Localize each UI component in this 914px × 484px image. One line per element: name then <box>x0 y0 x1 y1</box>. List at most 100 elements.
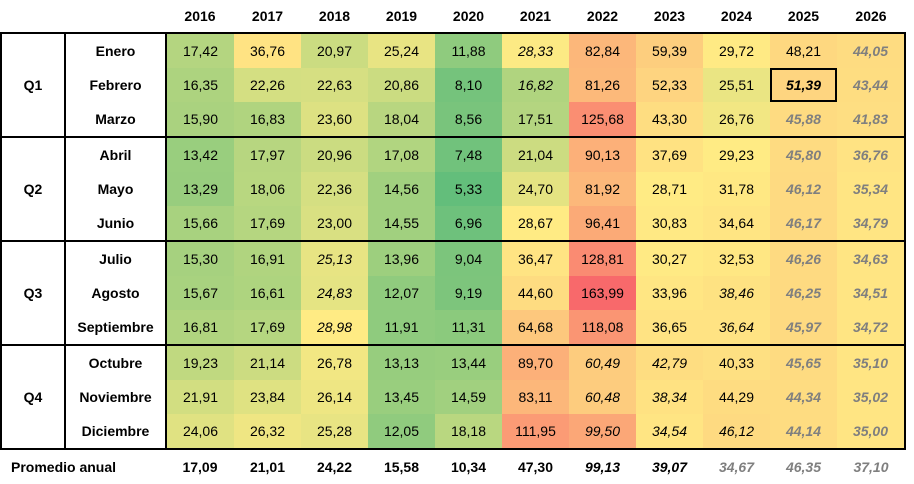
value-cell[interactable]: 40,33 <box>703 344 770 380</box>
value-cell[interactable]: 60,49 <box>569 344 636 380</box>
value-cell[interactable]: 11,88 <box>435 32 502 68</box>
value-cell[interactable]: 52,33 <box>636 68 703 102</box>
value-cell[interactable]: 43,30 <box>636 102 703 137</box>
value-cell[interactable]: 12,05 <box>368 414 435 450</box>
value-cell[interactable]: 13,42 <box>166 136 234 172</box>
value-cell[interactable]: 128,81 <box>569 240 636 276</box>
value-cell[interactable]: 38,34 <box>636 380 703 414</box>
value-cell[interactable]: 13,96 <box>368 240 435 276</box>
value-cell[interactable]: 8,10 <box>435 68 502 102</box>
value-cell[interactable]: 7,48 <box>435 136 502 172</box>
value-cell[interactable]: 13,29 <box>166 172 234 206</box>
value-cell[interactable]: 45,80 <box>770 136 837 172</box>
value-cell[interactable]: 11,91 <box>368 310 435 345</box>
value-cell[interactable]: 44,60 <box>502 276 569 310</box>
value-cell[interactable]: 25,24 <box>368 32 435 68</box>
value-cell[interactable]: 28,98 <box>301 310 368 345</box>
value-cell[interactable]: 26,76 <box>703 102 770 137</box>
value-cell[interactable]: 15,30 <box>166 240 234 276</box>
value-cell[interactable]: 23,84 <box>234 380 301 414</box>
value-cell[interactable]: 99,50 <box>569 414 636 450</box>
value-cell[interactable]: 36,76 <box>837 136 906 172</box>
value-cell[interactable]: 11,31 <box>435 310 502 345</box>
value-cell[interactable]: 46,26 <box>770 240 837 276</box>
value-cell[interactable]: 24,83 <box>301 276 368 310</box>
value-cell[interactable]: 33,96 <box>636 276 703 310</box>
value-cell[interactable]: 16,83 <box>234 102 301 137</box>
value-cell[interactable]: 44,34 <box>770 380 837 414</box>
value-cell[interactable]: 64,68 <box>502 310 569 345</box>
value-cell[interactable]: 96,41 <box>569 206 636 241</box>
value-cell[interactable]: 20,96 <box>301 136 368 172</box>
value-cell[interactable]: 16,81 <box>166 310 234 345</box>
value-cell[interactable]: 26,32 <box>234 414 301 450</box>
value-cell[interactable]: 34,51 <box>837 276 906 310</box>
value-cell[interactable]: 13,13 <box>368 344 435 380</box>
value-cell[interactable]: 20,97 <box>301 32 368 68</box>
value-cell[interactable]: 21,04 <box>502 136 569 172</box>
value-cell[interactable]: 51,39 <box>770 68 837 102</box>
value-cell[interactable]: 25,51 <box>703 68 770 102</box>
value-cell[interactable]: 8,56 <box>435 102 502 137</box>
value-cell[interactable]: 43,44 <box>837 68 906 102</box>
value-cell[interactable]: 46,12 <box>770 172 837 206</box>
value-cell[interactable]: 31,78 <box>703 172 770 206</box>
value-cell[interactable]: 16,82 <box>502 68 569 102</box>
value-cell[interactable]: 14,56 <box>368 172 435 206</box>
value-cell[interactable]: 38,46 <box>703 276 770 310</box>
value-cell[interactable]: 16,91 <box>234 240 301 276</box>
value-cell[interactable]: 46,12 <box>703 414 770 450</box>
value-cell[interactable]: 25,28 <box>301 414 368 450</box>
value-cell[interactable]: 17,69 <box>234 206 301 241</box>
value-cell[interactable]: 23,00 <box>301 206 368 241</box>
value-cell[interactable]: 36,47 <box>502 240 569 276</box>
value-cell[interactable]: 28,67 <box>502 206 569 241</box>
value-cell[interactable]: 45,65 <box>770 344 837 380</box>
value-cell[interactable]: 23,60 <box>301 102 368 137</box>
value-cell[interactable]: 17,69 <box>234 310 301 345</box>
value-cell[interactable]: 34,63 <box>837 240 906 276</box>
value-cell[interactable]: 44,14 <box>770 414 837 450</box>
value-cell[interactable]: 45,88 <box>770 102 837 137</box>
value-cell[interactable]: 34,54 <box>636 414 703 450</box>
value-cell[interactable]: 20,86 <box>368 68 435 102</box>
value-cell[interactable]: 12,07 <box>368 276 435 310</box>
value-cell[interactable]: 44,05 <box>837 32 906 68</box>
value-cell[interactable]: 35,02 <box>837 380 906 414</box>
value-cell[interactable]: 17,42 <box>166 32 234 68</box>
value-cell[interactable]: 81,26 <box>569 68 636 102</box>
value-cell[interactable]: 5,33 <box>435 172 502 206</box>
value-cell[interactable]: 15,67 <box>166 276 234 310</box>
value-cell[interactable]: 22,36 <box>301 172 368 206</box>
value-cell[interactable]: 17,08 <box>368 136 435 172</box>
value-cell[interactable]: 44,29 <box>703 380 770 414</box>
value-cell[interactable]: 35,00 <box>837 414 906 450</box>
value-cell[interactable]: 32,53 <box>703 240 770 276</box>
value-cell[interactable]: 21,91 <box>166 380 234 414</box>
value-cell[interactable]: 26,78 <box>301 344 368 380</box>
value-cell[interactable]: 59,39 <box>636 32 703 68</box>
value-cell[interactable]: 83,11 <box>502 380 569 414</box>
value-cell[interactable]: 15,66 <box>166 206 234 241</box>
value-cell[interactable]: 37,69 <box>636 136 703 172</box>
value-cell[interactable]: 36,76 <box>234 32 301 68</box>
value-cell[interactable]: 41,83 <box>837 102 906 137</box>
value-cell[interactable]: 28,71 <box>636 172 703 206</box>
value-cell[interactable]: 14,59 <box>435 380 502 414</box>
value-cell[interactable]: 89,70 <box>502 344 569 380</box>
value-cell[interactable]: 42,79 <box>636 344 703 380</box>
value-cell[interactable]: 46,17 <box>770 206 837 241</box>
value-cell[interactable]: 29,72 <box>703 32 770 68</box>
value-cell[interactable]: 22,63 <box>301 68 368 102</box>
value-cell[interactable]: 18,04 <box>368 102 435 137</box>
value-cell[interactable]: 9,04 <box>435 240 502 276</box>
value-cell[interactable]: 45,97 <box>770 310 837 345</box>
value-cell[interactable]: 34,64 <box>703 206 770 241</box>
value-cell[interactable]: 17,97 <box>234 136 301 172</box>
value-cell[interactable]: 24,06 <box>166 414 234 450</box>
value-cell[interactable]: 30,83 <box>636 206 703 241</box>
value-cell[interactable]: 36,65 <box>636 310 703 345</box>
value-cell[interactable]: 24,70 <box>502 172 569 206</box>
value-cell[interactable]: 15,90 <box>166 102 234 137</box>
value-cell[interactable]: 30,27 <box>636 240 703 276</box>
